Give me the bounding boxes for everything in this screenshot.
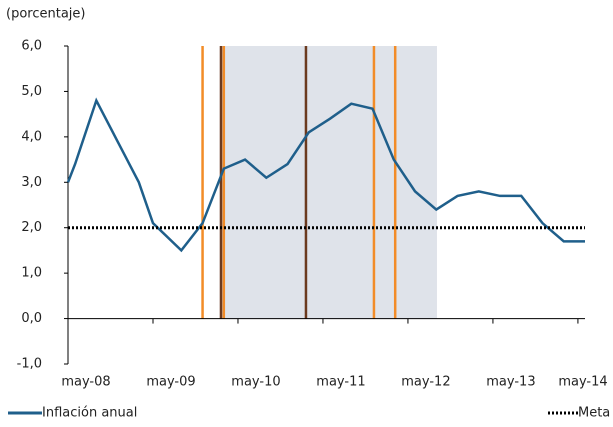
y-tick-label: 6,0: [21, 39, 42, 54]
y-tick-label: 1,0: [21, 266, 42, 281]
x-tick-label: may-12: [401, 375, 450, 390]
x-tick-label: may-14: [558, 375, 607, 390]
y-tick-label: 2,0: [21, 220, 42, 235]
legend-label: Inflación anual: [42, 406, 137, 421]
y-axis-label: (porcentaje): [6, 7, 85, 22]
x-tick-label: may-13: [486, 375, 535, 390]
legend-label: Meta: [578, 406, 610, 421]
series-line: [66, 97, 585, 253]
shaded-period: [220, 46, 437, 319]
x-tick-label: may-08: [61, 375, 110, 390]
y-tick-label: -1,0: [17, 357, 42, 372]
x-tick-label: may-11: [316, 375, 365, 390]
y-tick-label: 4,0: [21, 129, 42, 144]
x-tick-label: may-09: [146, 375, 195, 390]
y-tick-label: 3,0: [21, 175, 42, 190]
y-tick-label: 0,0: [21, 311, 42, 326]
x-tick-label: may-10: [231, 375, 280, 390]
y-tick-label: 5,0: [21, 84, 42, 99]
